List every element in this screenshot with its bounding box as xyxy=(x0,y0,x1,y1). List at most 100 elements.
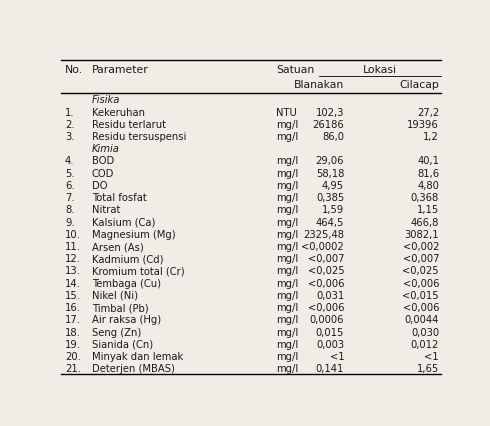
Text: 0,385: 0,385 xyxy=(316,193,344,203)
Text: Kalsium (Ca): Kalsium (Ca) xyxy=(92,217,155,227)
Text: Tembaga (Cu): Tembaga (Cu) xyxy=(92,278,161,288)
Text: Blanakan: Blanakan xyxy=(294,80,344,89)
Text: mg/l: mg/l xyxy=(276,278,298,288)
Text: 8.: 8. xyxy=(65,205,74,215)
Text: 1,65: 1,65 xyxy=(417,363,439,373)
Text: Residu tersuspensi: Residu tersuspensi xyxy=(92,132,186,142)
Text: 15.: 15. xyxy=(65,290,81,300)
Text: mg/l: mg/l xyxy=(276,327,298,337)
Text: 2325,48: 2325,48 xyxy=(303,229,344,239)
Text: 3082,1: 3082,1 xyxy=(404,229,439,239)
Text: 12.: 12. xyxy=(65,253,81,264)
Text: Air raksa (Hg): Air raksa (Hg) xyxy=(92,315,161,325)
Text: 0,368: 0,368 xyxy=(411,193,439,203)
Text: 17.: 17. xyxy=(65,315,81,325)
Text: NTU: NTU xyxy=(276,107,296,117)
Text: COD: COD xyxy=(92,168,114,178)
Text: No.: No. xyxy=(65,65,83,75)
Text: <0,015: <0,015 xyxy=(402,290,439,300)
Text: 6.: 6. xyxy=(65,181,74,190)
Text: 16.: 16. xyxy=(65,302,81,312)
Text: 19396: 19396 xyxy=(407,120,439,130)
Text: Sianida (Cn): Sianida (Cn) xyxy=(92,339,153,349)
Text: 5.: 5. xyxy=(65,168,74,178)
Text: 81,6: 81,6 xyxy=(417,168,439,178)
Text: Residu terlarut: Residu terlarut xyxy=(92,120,166,130)
Text: <1: <1 xyxy=(330,351,344,361)
Text: <0,0002: <0,0002 xyxy=(301,242,344,251)
Text: 14.: 14. xyxy=(65,278,81,288)
Text: 464,5: 464,5 xyxy=(316,217,344,227)
Text: <1: <1 xyxy=(424,351,439,361)
Text: 0,003: 0,003 xyxy=(316,339,344,349)
Text: mg/l: mg/l xyxy=(276,181,298,190)
Text: 58,18: 58,18 xyxy=(316,168,344,178)
Text: Total fosfat: Total fosfat xyxy=(92,193,147,203)
Text: Seng (Zn): Seng (Zn) xyxy=(92,327,141,337)
Text: BOD: BOD xyxy=(92,156,114,166)
Text: 1,2: 1,2 xyxy=(423,132,439,142)
Text: mg/l: mg/l xyxy=(276,266,298,276)
Text: mg/l: mg/l xyxy=(276,351,298,361)
Text: 0,012: 0,012 xyxy=(411,339,439,349)
Text: 40,1: 40,1 xyxy=(417,156,439,166)
Text: 102,3: 102,3 xyxy=(316,107,344,117)
Text: Deterjen (MBAS): Deterjen (MBAS) xyxy=(92,363,174,373)
Text: Arsen (As): Arsen (As) xyxy=(92,242,144,251)
Text: <0,006: <0,006 xyxy=(308,278,344,288)
Text: 0,0006: 0,0006 xyxy=(310,315,344,325)
Text: 18.: 18. xyxy=(65,327,81,337)
Text: mg/l: mg/l xyxy=(276,168,298,178)
Text: 4,80: 4,80 xyxy=(417,181,439,190)
Text: <0,025: <0,025 xyxy=(308,266,344,276)
Text: mg/l: mg/l xyxy=(276,253,298,264)
Text: Kimia: Kimia xyxy=(92,144,120,154)
Text: Magnesium (Mg): Magnesium (Mg) xyxy=(92,229,175,239)
Text: mg/l: mg/l xyxy=(276,290,298,300)
Text: mg/l: mg/l xyxy=(276,217,298,227)
Text: 29,06: 29,06 xyxy=(316,156,344,166)
Text: Kromium total (Cr): Kromium total (Cr) xyxy=(92,266,184,276)
Text: 4,95: 4,95 xyxy=(322,181,344,190)
Text: <0,007: <0,007 xyxy=(403,253,439,264)
Text: Cilacap: Cilacap xyxy=(399,80,439,89)
Text: <0,006: <0,006 xyxy=(403,302,439,312)
Text: Fisika: Fisika xyxy=(92,95,120,105)
Text: mg/l: mg/l xyxy=(276,229,298,239)
Text: Kadmium (Cd): Kadmium (Cd) xyxy=(92,253,163,264)
Text: Nikel (Ni): Nikel (Ni) xyxy=(92,290,138,300)
Text: mg/l: mg/l xyxy=(276,242,298,251)
Text: 11.: 11. xyxy=(65,242,81,251)
Text: Parameter: Parameter xyxy=(92,65,148,75)
Text: 7.: 7. xyxy=(65,193,74,203)
Text: 86,0: 86,0 xyxy=(322,132,344,142)
Text: 0,015: 0,015 xyxy=(316,327,344,337)
Text: 0,0044: 0,0044 xyxy=(405,315,439,325)
Text: Satuan: Satuan xyxy=(276,65,314,75)
Text: Minyak dan lemak: Minyak dan lemak xyxy=(92,351,183,361)
Text: 466,8: 466,8 xyxy=(411,217,439,227)
Text: 13.: 13. xyxy=(65,266,81,276)
Text: mg/l: mg/l xyxy=(276,315,298,325)
Text: mg/l: mg/l xyxy=(276,339,298,349)
Text: mg/l: mg/l xyxy=(276,132,298,142)
Text: mg/l: mg/l xyxy=(276,363,298,373)
Text: Timbal (Pb): Timbal (Pb) xyxy=(92,302,148,312)
Text: 9.: 9. xyxy=(65,217,74,227)
Text: 3.: 3. xyxy=(65,132,74,142)
Text: 0,031: 0,031 xyxy=(316,290,344,300)
Text: 1.: 1. xyxy=(65,107,74,117)
Text: <0,025: <0,025 xyxy=(402,266,439,276)
Text: mg/l: mg/l xyxy=(276,120,298,130)
Text: mg/l: mg/l xyxy=(276,156,298,166)
Text: 21.: 21. xyxy=(65,363,81,373)
Text: 19.: 19. xyxy=(65,339,81,349)
Text: 4.: 4. xyxy=(65,156,74,166)
Text: 0,141: 0,141 xyxy=(316,363,344,373)
Text: Kekeruhan: Kekeruhan xyxy=(92,107,145,117)
Text: 0,030: 0,030 xyxy=(411,327,439,337)
Text: mg/l: mg/l xyxy=(276,193,298,203)
Text: <0,006: <0,006 xyxy=(308,302,344,312)
Text: mg/l: mg/l xyxy=(276,205,298,215)
Text: <0,006: <0,006 xyxy=(403,278,439,288)
